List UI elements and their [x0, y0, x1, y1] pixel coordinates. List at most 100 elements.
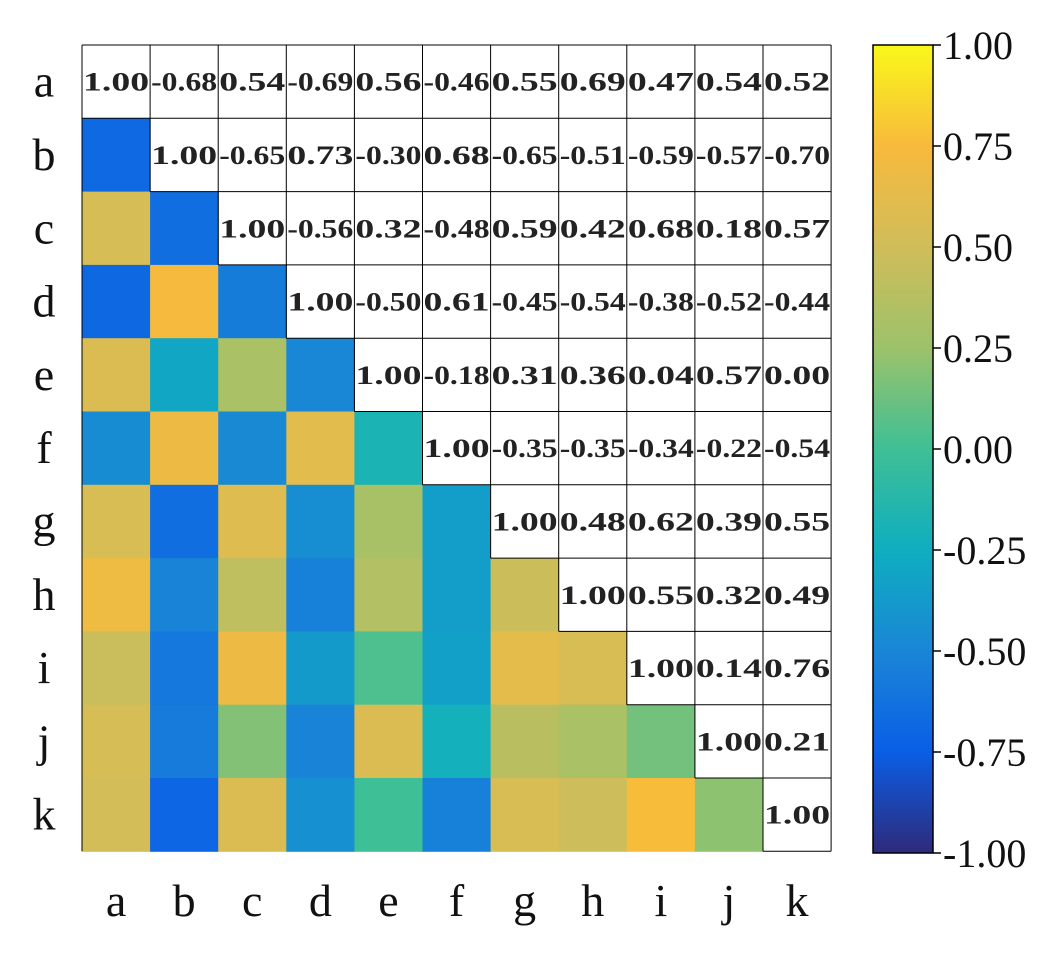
row-label-c: c [34, 202, 54, 253]
col-label-f: f [449, 875, 465, 926]
heatmap-cell-k-b [150, 778, 219, 852]
colorbar: 1.00 0.75 0.50 0.25 0.00 -0.25 -0.50 -0.75 -1.00 [872, 23, 1026, 876]
value-label-d-f: 0.61 [424, 288, 490, 317]
heatmap-cell-f-c [218, 411, 287, 486]
heatmap-cell-j-d [286, 704, 355, 779]
value-label-e-j: 0.57 [696, 361, 762, 390]
heatmap-cell-h-f [422, 558, 492, 632]
heatmap-cell-k-i [626, 778, 696, 852]
col-label-c: c [242, 875, 262, 926]
heatmap-cell-j-e [354, 704, 423, 779]
heatmap-cell-j-h [558, 704, 628, 779]
value-label-g-g: 1.00 [492, 507, 558, 536]
heatmap-cell-f-e [354, 411, 423, 486]
value-label-e-f: -0.18 [424, 361, 490, 390]
value-label-f-j: -0.22 [696, 434, 762, 463]
value-label-i-k: 0.76 [764, 654, 830, 683]
heatmap-cell-h-d [286, 558, 355, 632]
heatmap-cell-i-d [286, 631, 355, 706]
value-label-a-d: -0.69 [287, 68, 353, 97]
heatmap-cell-i-f [422, 631, 492, 706]
value-label-c-j: 0.18 [696, 214, 762, 243]
heatmap-cell-j-i [626, 704, 696, 779]
heatmap-cell-e-d [286, 338, 355, 412]
value-label-h-i: 0.55 [628, 581, 694, 610]
heatmap-cell-i-h [558, 631, 628, 706]
row-label-a: a [34, 56, 54, 107]
value-label-i-i: 1.00 [628, 654, 694, 683]
col-label-k: k [786, 875, 809, 926]
value-label-f-h: -0.35 [560, 434, 626, 463]
col-label-g: g [513, 875, 536, 926]
value-label-b-e: -0.30 [355, 141, 421, 170]
colorbar-tick-label: -0.75 [943, 730, 1026, 775]
heatmap-cell-i-a [82, 631, 151, 706]
row-label-k: k [33, 789, 56, 840]
value-label-a-f: -0.46 [424, 68, 490, 97]
value-label-c-k: 0.57 [764, 214, 830, 243]
heatmap-cell-i-c [218, 631, 287, 706]
value-label-a-h: 0.69 [560, 68, 626, 97]
heatmap-cell-g-d [286, 484, 355, 559]
value-label-b-j: -0.57 [696, 141, 762, 170]
heatmap-cell-g-b [150, 484, 219, 559]
row-label-i: i [38, 642, 51, 693]
row-label-b: b [33, 129, 56, 180]
heatmap-cell-j-b [150, 704, 219, 779]
value-label-c-d: -0.56 [287, 214, 353, 243]
col-label-h: h [581, 875, 604, 926]
heatmap-cell-j-g [490, 704, 560, 779]
heatmap-cell-k-h [558, 778, 628, 852]
heatmap-cell-e-c [218, 338, 287, 412]
value-label-i-j: 0.14 [696, 654, 762, 683]
colorbar-tick-label: -1.00 [943, 831, 1026, 876]
value-label-d-h: -0.54 [560, 288, 626, 317]
value-label-e-i: 0.04 [628, 361, 694, 390]
heatmap-cell-c-b [150, 191, 219, 266]
heatmap-grid [81, 44, 832, 852]
heatmap-cell-f-a [82, 411, 151, 486]
value-label-a-a: 1.00 [83, 68, 149, 97]
value-label-a-b: -0.68 [151, 68, 217, 97]
value-label-d-j: -0.52 [696, 288, 762, 317]
col-label-i: i [654, 875, 667, 926]
heatmap-cells: 1.00 -0.68 0.54 -0.69 0.56 -0.46 0.55 0.69 0.47 0… [82, 68, 830, 852]
heatmap-cell-f-b [150, 411, 219, 486]
row-label-f: f [36, 422, 52, 473]
heatmap-cell-h-e [354, 558, 423, 632]
col-label-j: j [721, 875, 736, 926]
heatmap-cell-g-f [422, 484, 492, 559]
heatmap-cell-j-f [422, 704, 492, 779]
heatmap-cell-h-c [218, 558, 287, 632]
value-label-b-c: -0.65 [219, 141, 285, 170]
value-label-d-d: 1.00 [287, 288, 353, 317]
colorbar-tick-label: 0.75 [943, 124, 1013, 169]
row-label-d: d [33, 276, 56, 327]
value-label-a-i: 0.47 [628, 68, 694, 97]
colorbar-tick-label: -0.50 [943, 629, 1026, 674]
value-label-c-g: 0.59 [492, 214, 558, 243]
value-label-b-h: -0.51 [560, 141, 626, 170]
row-label-g: g [33, 495, 56, 546]
value-label-a-g: 0.55 [492, 68, 558, 97]
value-label-k-k: 1.00 [764, 801, 830, 830]
value-label-g-h: 0.48 [560, 507, 626, 536]
value-label-e-g: 0.31 [492, 361, 558, 390]
row-label-h: h [33, 569, 56, 620]
value-label-h-j: 0.32 [696, 581, 762, 610]
heatmap-cell-j-a [82, 704, 151, 779]
heatmap-cell-k-j [694, 778, 764, 852]
heatmap-cell-i-b [150, 631, 219, 706]
colorbar-tick-label: -0.25 [943, 528, 1026, 573]
col-label-a: a [106, 875, 126, 926]
heatmap-cell-i-g [490, 631, 560, 706]
value-label-a-k: 0.52 [764, 68, 830, 97]
heatmap-cell-e-a [82, 338, 151, 412]
value-label-c-i: 0.68 [628, 214, 694, 243]
heatmap-cell-g-a [82, 484, 151, 559]
value-label-h-k: 0.49 [764, 581, 830, 610]
heatmap-cell-k-c [218, 778, 287, 852]
value-label-c-c: 1.00 [219, 214, 285, 243]
heatmap-cell-h-b [150, 558, 219, 632]
